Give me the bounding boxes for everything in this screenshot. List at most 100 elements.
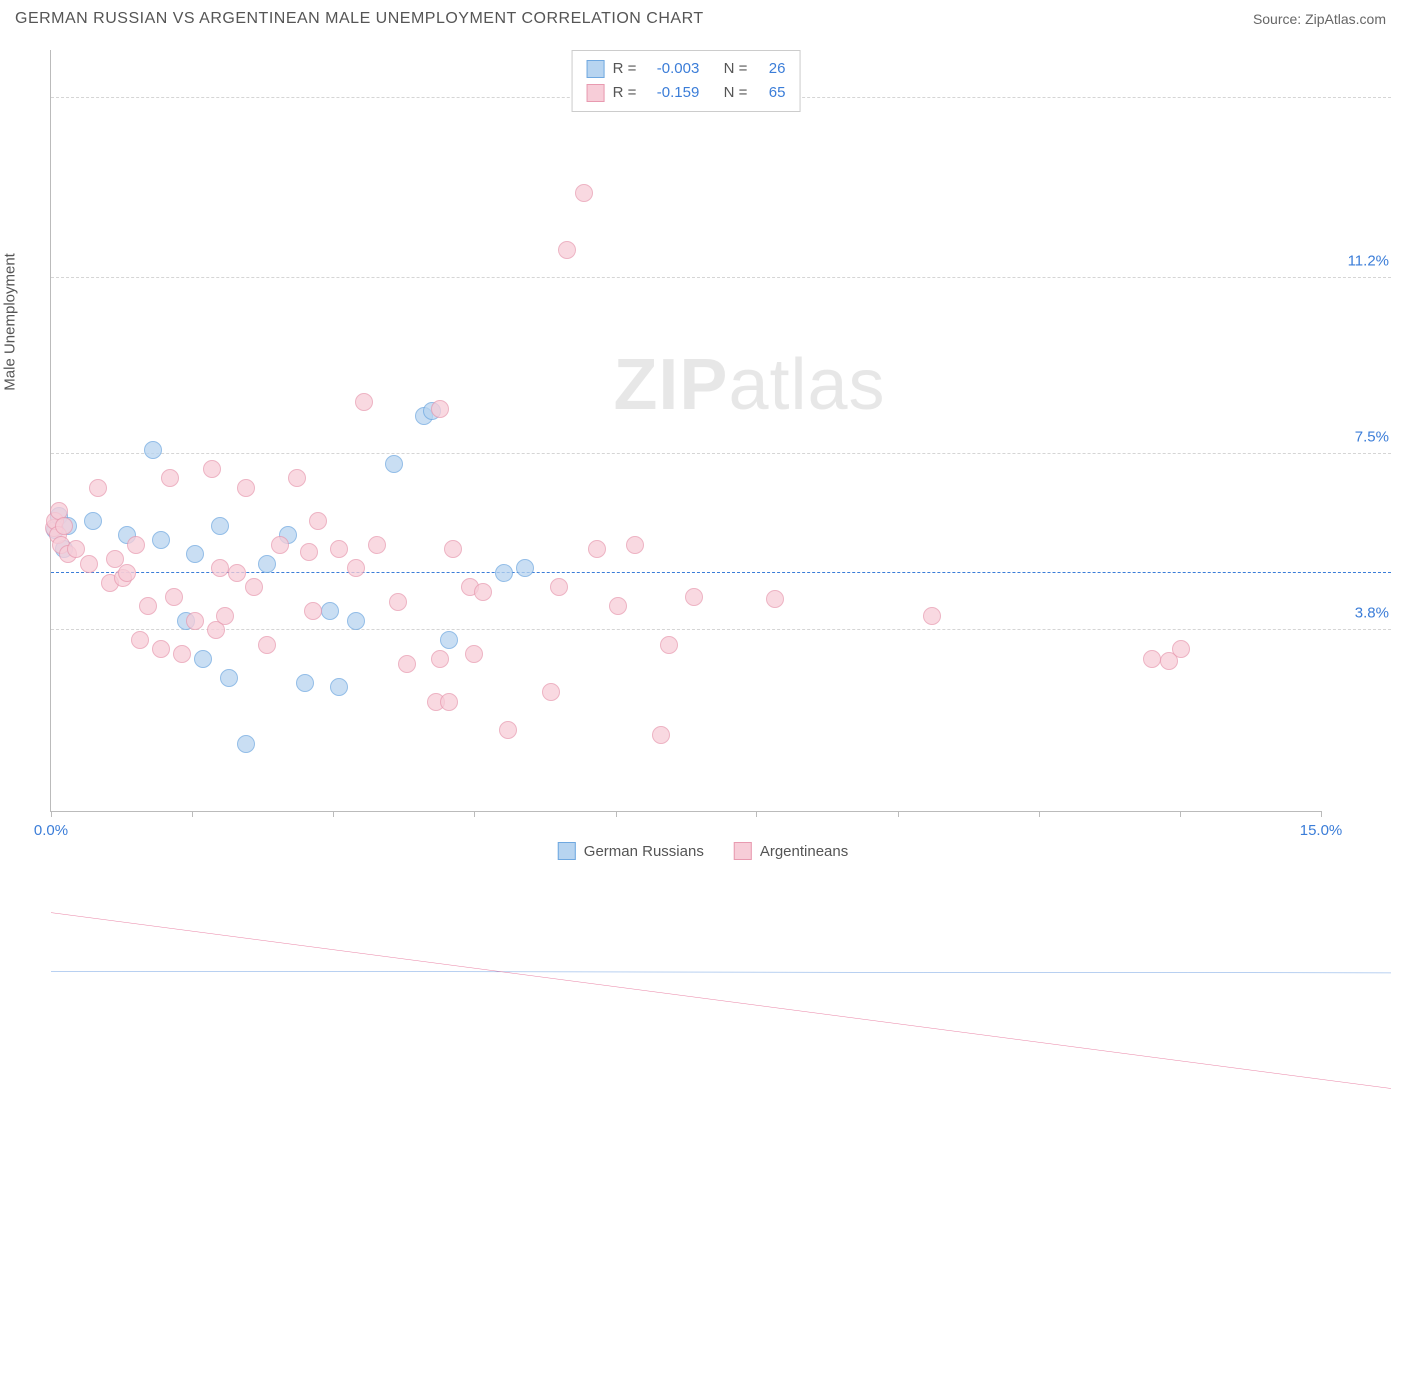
x-tick-label: 0.0% [34, 822, 68, 839]
legend-item: German Russians [558, 842, 704, 860]
data-point [474, 583, 492, 601]
data-point [144, 441, 162, 459]
data-point [89, 479, 107, 497]
data-point [296, 674, 314, 692]
legend-swatch [587, 84, 605, 102]
data-point [216, 607, 234, 625]
r-value: -0.159 [644, 81, 699, 105]
data-point [431, 650, 449, 668]
data-point [440, 693, 458, 711]
data-point [288, 469, 306, 487]
data-point [245, 578, 263, 596]
trend-lines [51, 50, 1391, 1390]
data-point [131, 631, 149, 649]
data-point [542, 683, 560, 701]
stats-legend-row: R = -0.159 N = 65 [587, 81, 786, 105]
data-point [139, 597, 157, 615]
data-point [258, 636, 276, 654]
legend-label: German Russians [584, 843, 704, 860]
data-point [300, 543, 318, 561]
data-point [1143, 650, 1161, 668]
y-tick-label: 11.2% [1348, 253, 1389, 270]
watermark: ZIPatlas [613, 344, 885, 426]
x-tick-label: 15.0% [1300, 822, 1343, 839]
data-point [194, 650, 212, 668]
data-point [685, 588, 703, 606]
x-tick [1321, 811, 1322, 817]
data-point [588, 540, 606, 558]
source-label: Source: ZipAtlas.com [1253, 11, 1386, 27]
data-point [330, 540, 348, 558]
n-value: 26 [755, 57, 785, 81]
data-point [766, 590, 784, 608]
data-point [211, 517, 229, 535]
data-point [173, 645, 191, 663]
gridline [51, 277, 1391, 278]
data-point [499, 721, 517, 739]
data-point [355, 393, 373, 411]
data-point [516, 559, 534, 577]
data-point [84, 512, 102, 530]
data-point [431, 400, 449, 418]
data-point [550, 578, 568, 596]
data-point [80, 555, 98, 573]
data-point [923, 607, 941, 625]
n-label: N = [724, 57, 748, 81]
x-tick [898, 811, 899, 817]
x-tick [192, 811, 193, 817]
data-point [389, 593, 407, 611]
legend-label: Argentineans [760, 843, 848, 860]
data-point [575, 184, 593, 202]
data-point [186, 612, 204, 630]
data-point [165, 588, 183, 606]
legend-swatch [587, 60, 605, 78]
plot-area: ZIPatlas R =-0.003 N =26R =-0.159 N =65 … [50, 50, 1321, 812]
data-point [228, 564, 246, 582]
data-point [237, 735, 255, 753]
r-value: -0.003 [644, 57, 699, 81]
data-point [55, 517, 73, 535]
data-point [347, 559, 365, 577]
data-point [347, 612, 365, 630]
r-label: R = [613, 57, 637, 81]
y-tick-label: 7.5% [1355, 429, 1389, 446]
gridline [51, 629, 1391, 630]
data-point [237, 479, 255, 497]
data-point [309, 512, 327, 530]
x-tick [333, 811, 334, 817]
trend-line [51, 913, 1391, 1089]
r-label: R = [613, 81, 637, 105]
data-point [161, 469, 179, 487]
data-point [321, 602, 339, 620]
data-point [304, 602, 322, 620]
reference-line [51, 572, 1391, 573]
data-point [271, 536, 289, 554]
x-tick [1039, 811, 1040, 817]
data-point [1172, 640, 1190, 658]
n-label: N = [724, 81, 748, 105]
data-point [220, 669, 238, 687]
data-point [186, 545, 204, 563]
data-point [118, 564, 136, 582]
trend-line [51, 971, 1391, 973]
data-point [152, 531, 170, 549]
data-point [330, 678, 348, 696]
data-point [211, 559, 229, 577]
n-value: 65 [755, 81, 785, 105]
data-point [152, 640, 170, 658]
y-tick-label: 3.8% [1355, 605, 1389, 622]
data-point [660, 636, 678, 654]
data-point [495, 564, 513, 582]
data-point [626, 536, 644, 554]
data-point [368, 536, 386, 554]
data-point [385, 455, 403, 473]
gridline [51, 453, 1391, 454]
data-point [203, 460, 221, 478]
x-tick [616, 811, 617, 817]
x-tick [51, 811, 52, 817]
legend-swatch [734, 842, 752, 860]
legend-item: Argentineans [734, 842, 848, 860]
series-legend: German Russians Argentineans [558, 842, 848, 860]
data-point [127, 536, 145, 554]
x-tick [1180, 811, 1181, 817]
